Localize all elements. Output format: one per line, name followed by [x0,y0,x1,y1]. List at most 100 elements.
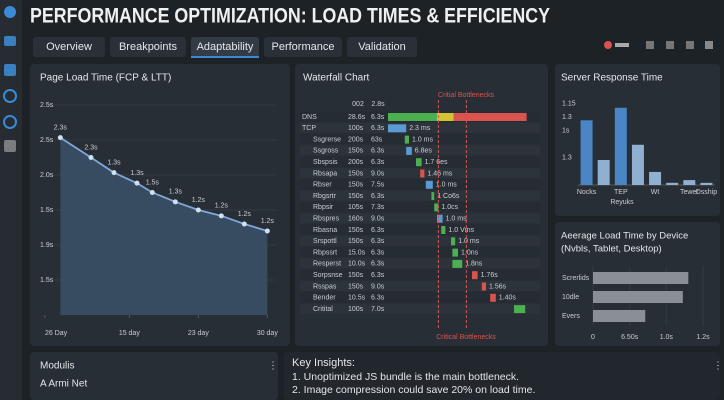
tab[interactable] [191,37,259,57]
x-tick-label: Dsship [696,189,718,196]
toolbar-icon[interactable] [686,41,694,49]
toolbar-icon[interactable] [705,41,713,49]
insights-title: Key Insights: [292,357,355,369]
row-value: 6.3s [371,272,385,279]
x-tick-label: TEP [614,189,628,196]
area [60,137,268,315]
tab-label[interactable]: Breakpoints [119,41,178,53]
tab-label[interactable]: Adaptability [197,41,254,53]
sidebar-icon[interactable] [4,140,16,152]
point [218,213,224,219]
row-value: 6.3s [371,238,385,245]
x-tick-label: 6.50s [621,334,639,341]
row-label: Rbsapa [313,170,337,177]
waterfall-bar [453,113,527,121]
waterfall-bar [406,146,412,155]
menu-icon[interactable]: ⋮ [713,361,723,372]
column-header: 002 [352,101,364,108]
row-label: Critital [313,306,333,313]
bar-label: 1.0 ms [458,238,480,245]
x-tick-label: 15 day [119,330,141,337]
row-value: 6.3s [371,261,385,268]
row-value: 9.0s [371,216,385,223]
y-tick-label: 10dle [562,294,579,301]
waterfall-bar [472,271,478,280]
tab[interactable] [347,37,417,57]
toolbar-icon[interactable] [666,41,674,49]
chart-subtitle: (Nvbls, Tablet, Desktop) [561,244,662,255]
row-label: Ssgross [313,148,339,155]
row-value: 6.3s [371,249,385,256]
row-value: 6.3s [371,227,385,234]
y-tick-label: Evers [562,313,580,320]
bar [593,310,646,322]
y-tick-label: 1.15 [562,100,576,107]
waterfall-bar [420,169,425,178]
sidebar-icon[interactable] [4,6,16,18]
tab-label[interactable]: Validation [358,41,406,53]
row-value: 100s [348,306,364,313]
toolbar-icon[interactable] [615,43,629,47]
point [241,221,247,227]
tab-label[interactable]: Overview [46,41,92,53]
tab[interactable] [33,37,105,57]
bar-label: 2.3 ms [409,125,431,132]
tab-label[interactable]: Performance [272,41,335,53]
waterfall-bar [404,135,409,144]
sidebar-icon[interactable] [3,89,17,103]
x-tick-label: 0 [591,334,595,341]
bar [666,182,679,185]
y-tick-label: 2.0s [40,172,54,179]
sidebar-icon[interactable] [4,64,16,76]
row-band [300,145,540,156]
row-label: Sbspsis [313,159,338,166]
row-label: Rsspas [313,283,337,290]
data-label: 1.5s [146,179,160,186]
row-band [300,133,540,145]
data-label: 1.2s [215,203,229,210]
bar-label: 1.0 ms [436,182,458,189]
sidebar [0,0,22,400]
toolbar-icon[interactable] [646,41,654,49]
waterfall-bar [416,158,422,167]
y-tick-label: 1.5s [40,207,54,214]
row-value: 7.5s [371,182,385,189]
bar [649,171,662,185]
row-label: Ssgrerse [313,136,341,143]
tab[interactable] [264,37,342,57]
waterfall-bar [490,293,496,302]
data-label: 1.2s [238,211,252,218]
bar [683,180,696,185]
row-value: 7.3s [371,204,385,211]
point [149,190,155,195]
row-value: 10.0s [348,261,366,268]
bar-label: 1.0cs [441,204,458,211]
bar [593,272,689,284]
sidebar-icon[interactable] [4,36,16,46]
row-band [300,167,540,179]
waterfall-bar [388,124,407,133]
modules-title: Modulis [40,361,74,372]
point [111,170,117,176]
row-value: 200s [348,136,364,143]
menu-icon[interactable]: ⋮ [268,361,278,372]
page-title: PERFORMANCE OPTIMIZATION: LOAD TIMES & E… [30,5,550,28]
data-label: 2.3s [84,144,98,151]
sidebar-icon[interactable] [3,115,17,129]
row-value: 100s [348,125,364,132]
row-label: Rbpsir [313,204,334,211]
annotation: Critial Bottlenecks [438,92,495,99]
row-value: 7.0s [371,306,385,313]
toolbar-icon[interactable] [604,41,612,49]
tab[interactable] [110,37,186,57]
data-label: 1.3s [169,189,183,196]
y-tick-label: 2.5s [40,137,54,144]
row-value: 6.3s [371,159,385,166]
bar [580,120,593,185]
y-tick-label: 2.5s [40,102,54,109]
bar-label: 1.0 ms [446,216,468,223]
panel [555,64,720,216]
row-value: 105s [348,204,364,211]
